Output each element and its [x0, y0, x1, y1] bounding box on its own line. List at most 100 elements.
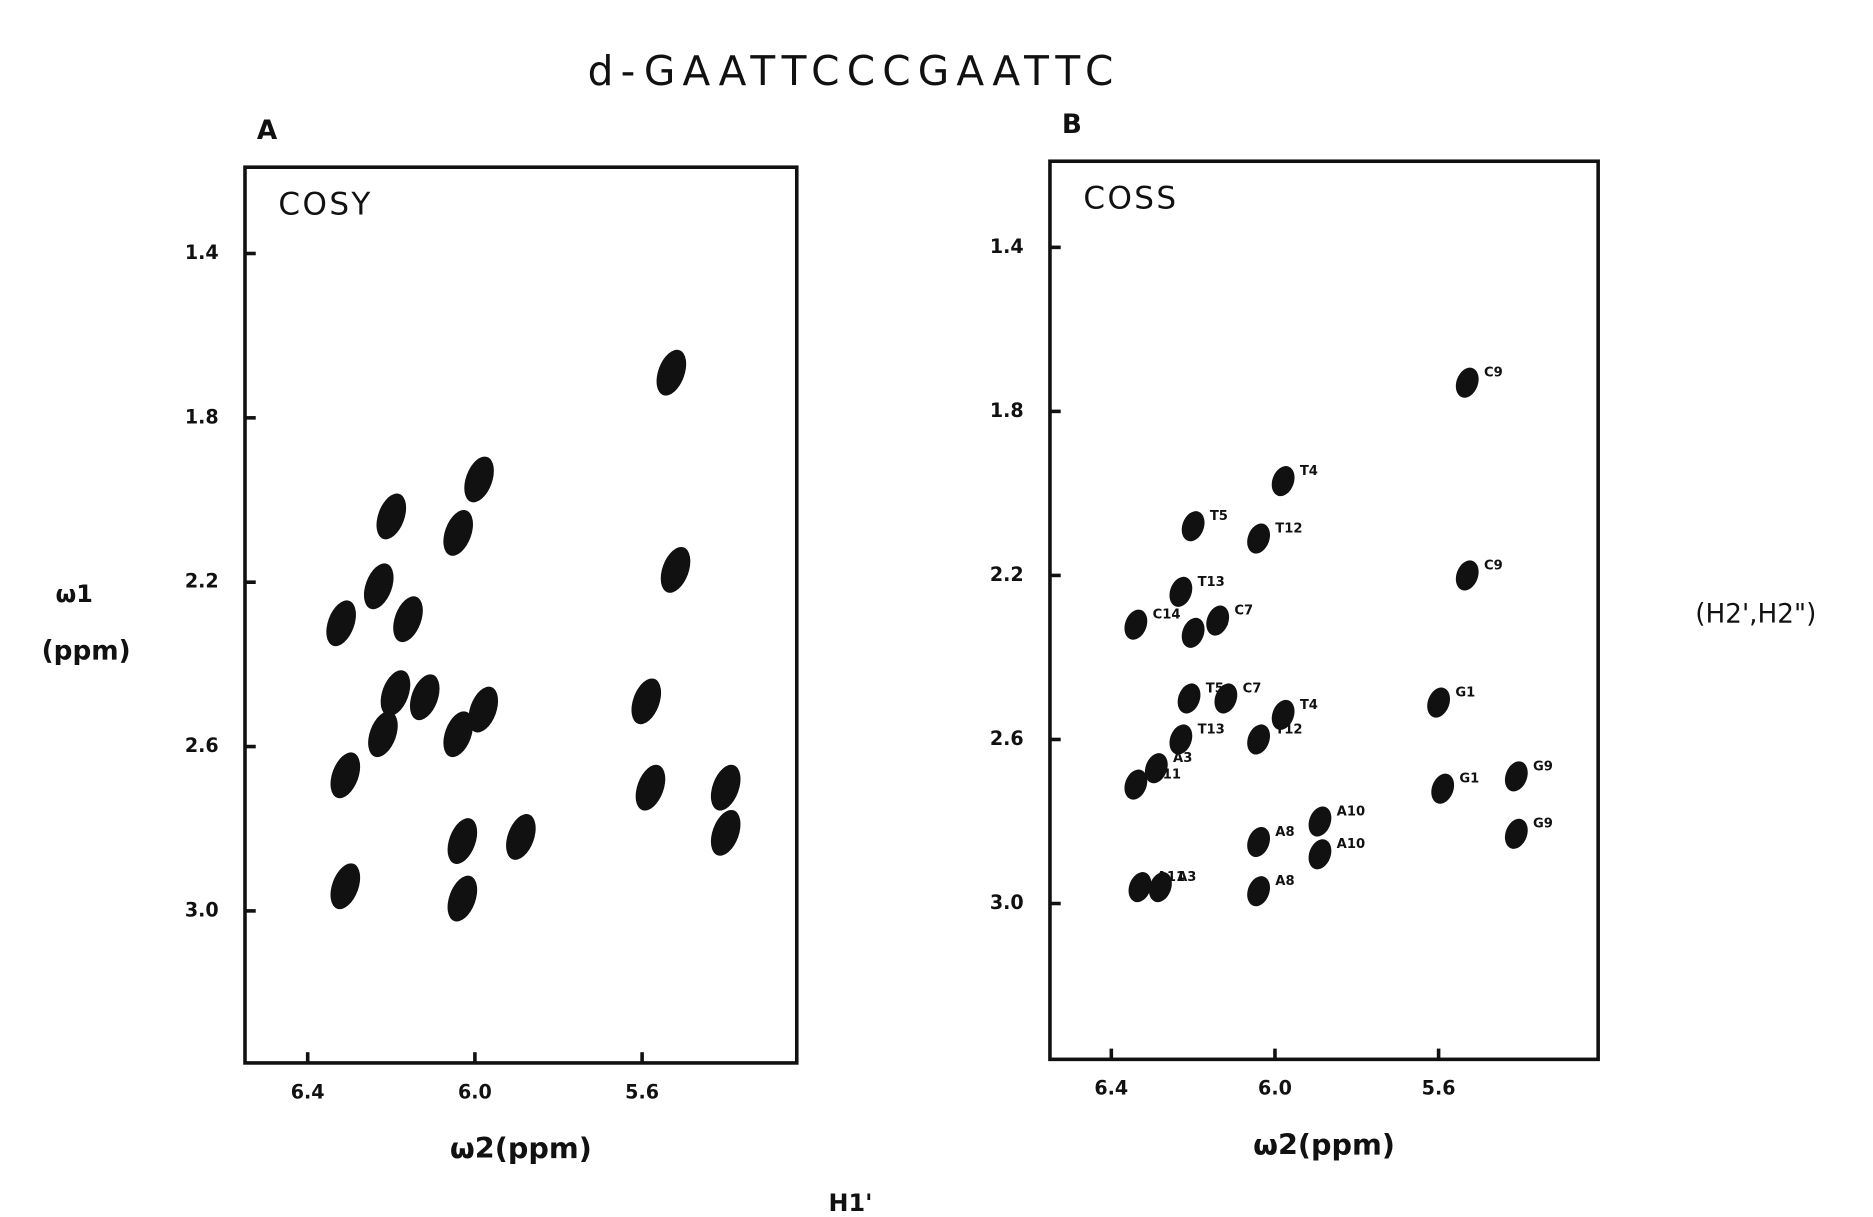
cross-peak	[660, 546, 691, 593]
cross-peak	[1271, 699, 1295, 730]
y-tick-label: 1.4	[990, 235, 1024, 258]
y-tick-label: 2.6	[185, 734, 219, 757]
peak-label: T4	[1300, 464, 1318, 479]
cross-peak	[1247, 826, 1271, 858]
cross-peak	[447, 875, 478, 922]
peak-label: T4	[1300, 698, 1318, 713]
y-tick-label: 3.0	[990, 891, 1024, 914]
side-label: (H2',H2")	[1695, 600, 1816, 630]
peak-label: C14	[1153, 608, 1181, 623]
cross-peak	[1308, 839, 1332, 870]
cross-peak	[1271, 466, 1295, 497]
cross-peak	[1504, 818, 1528, 849]
y-tick-label: 1.8	[990, 399, 1024, 422]
cross-peak	[380, 670, 411, 717]
peak-label: C9	[1484, 558, 1503, 573]
cross-peak	[393, 596, 423, 643]
y-tick-label: 3.0	[185, 898, 219, 921]
cross-peak	[443, 510, 473, 556]
x-tick-label: 6.0	[1258, 1077, 1292, 1100]
peak-label: C7	[1243, 681, 1262, 696]
x-axis-label: ω2(ppm)	[1253, 1128, 1395, 1162]
cross-peak	[330, 752, 361, 799]
peak-label: A8	[1275, 874, 1294, 889]
peak-label: A8	[1275, 825, 1294, 840]
cross-peak	[443, 711, 473, 758]
y-tick-label: 2.2	[185, 570, 219, 593]
plot-frame	[243, 165, 799, 1065]
cross-peak	[1247, 523, 1271, 554]
y-axis-label: (ppm)	[42, 637, 131, 667]
peak-label: T12	[1275, 722, 1302, 737]
peak-label: G1	[1459, 772, 1479, 787]
peak-label: T12	[1275, 521, 1302, 536]
x-tick-label: 6.4	[291, 1080, 325, 1103]
y-tick-label: 2.6	[990, 727, 1024, 750]
cross-peak	[464, 456, 494, 503]
cross-peak	[1214, 683, 1238, 714]
peak-label: A3	[1177, 870, 1196, 885]
bottom-label: H1'	[829, 1189, 873, 1217]
cross-peak	[656, 349, 687, 396]
cross-peak	[1169, 576, 1193, 607]
cross-peak	[330, 863, 361, 910]
cross-peak	[635, 764, 666, 811]
cross-peak	[376, 493, 407, 540]
panel-letter: B	[1062, 110, 1082, 140]
cross-peak	[468, 686, 499, 733]
panel-title: COSY	[278, 186, 372, 222]
cross-peak	[506, 814, 536, 860]
y-tick-label: 2.2	[990, 563, 1024, 586]
cross-peak	[409, 674, 440, 721]
cross-peak	[1144, 753, 1168, 784]
cross-peak	[1504, 761, 1528, 792]
peak-label: C9	[1484, 366, 1503, 381]
x-tick-label: 6.4	[1094, 1077, 1128, 1100]
x-tick-label: 6.0	[458, 1080, 492, 1103]
cross-peak	[1431, 773, 1455, 804]
x-axis-label: ω2(ppm)	[450, 1131, 592, 1165]
cross-peak	[1177, 683, 1201, 714]
cross-peak	[1247, 876, 1271, 907]
cross-peak	[1181, 511, 1205, 542]
cross-peak	[1206, 605, 1230, 636]
cross-peak	[368, 711, 398, 758]
cross-peak	[710, 764, 741, 811]
cross-peak	[326, 600, 356, 647]
y-tick-label: 1.4	[185, 241, 219, 264]
peak-label: G1	[1455, 686, 1475, 701]
peak-label: C6	[1210, 616, 1229, 631]
cross-peak	[1455, 367, 1479, 398]
cross-peak	[1124, 609, 1148, 640]
cross-peak	[1308, 806, 1332, 837]
y-tick-label: 1.8	[185, 405, 219, 428]
peak-label: C7	[1234, 603, 1253, 618]
cross-peak	[1455, 560, 1479, 591]
peak-label: G9	[1533, 759, 1553, 774]
figure-title: d-GAATTCCCGAATTC	[588, 47, 1121, 95]
cross-peak	[1128, 872, 1152, 903]
panel-letter: A	[257, 116, 278, 146]
cross-peak	[710, 809, 741, 856]
panel-title: COSS	[1083, 180, 1178, 216]
peak-label: A3	[1173, 751, 1192, 766]
plot-frame	[1048, 159, 1600, 1062]
cross-peak	[447, 818, 478, 864]
x-tick-label: 5.6	[1422, 1077, 1456, 1100]
cross-peak	[1169, 724, 1193, 755]
y-axis-label: ω1	[56, 580, 93, 608]
cross-peak	[1149, 872, 1172, 903]
cross-peak	[1124, 769, 1148, 800]
peak-label: T5	[1210, 509, 1228, 524]
cross-peak	[1247, 724, 1271, 755]
peak-label: T13	[1198, 575, 1225, 590]
cross-peak	[1181, 617, 1205, 648]
peak-label: A10	[1337, 837, 1365, 852]
peak-label: G9	[1533, 817, 1553, 832]
peak-label: T13	[1198, 722, 1225, 737]
x-tick-label: 5.6	[625, 1080, 659, 1103]
cross-peak	[631, 678, 662, 725]
cross-peak	[1427, 687, 1451, 718]
cross-peak	[363, 563, 394, 610]
